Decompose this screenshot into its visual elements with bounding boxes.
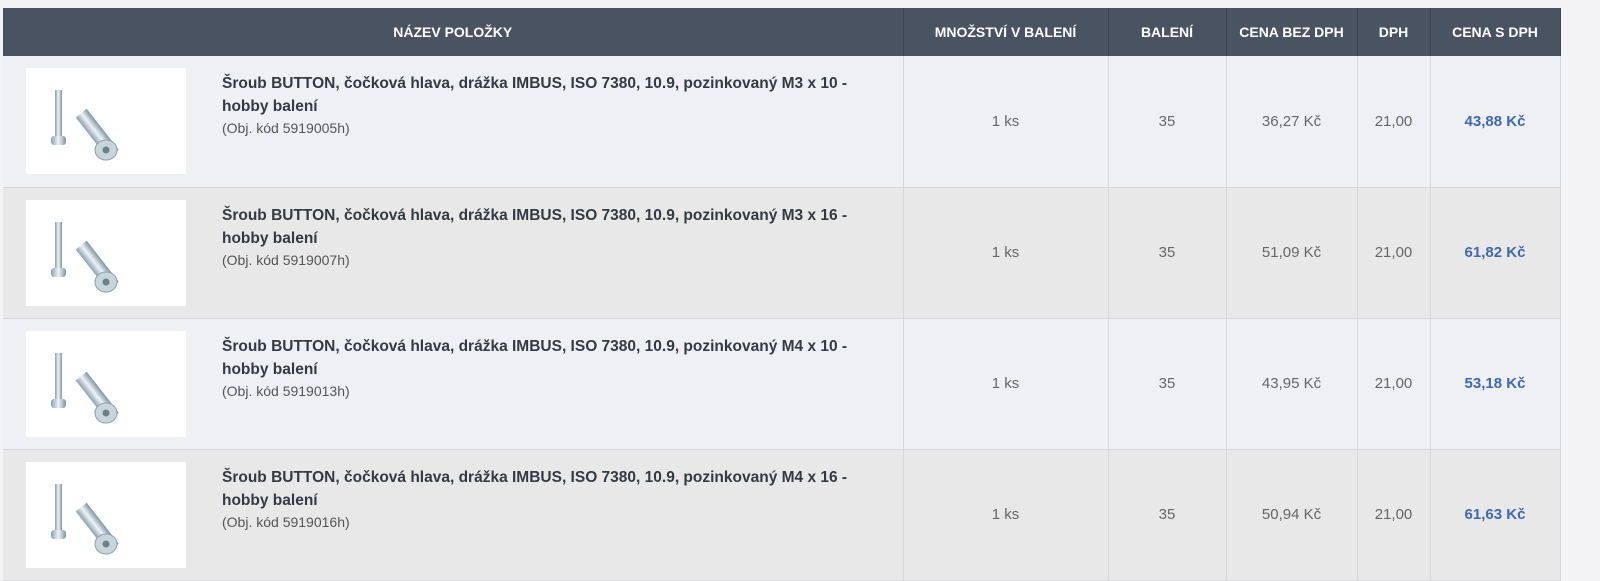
product-code: (Obj. kód 5919005h) [222,120,350,137]
table-header: NÁZEV POLOŽKY MNOŽSTVÍ V BALENÍ BALENÍ C… [3,8,1561,56]
price-net-cell: 51,09 Kč [1226,187,1358,319]
product-code: (Obj. kód 5919016h) [222,513,350,530]
product-name[interactable]: Šroub BUTTON, čočková hlava, drážka IMBU… [222,337,848,378]
qty-cell: 1 ks [903,56,1109,188]
price-net-cell: 43,95 Kč [1226,318,1358,450]
name-cell: Šroub BUTTON, čočková hlava, drážka IMBU… [3,187,904,319]
col-vat[interactable]: DPH [1357,8,1431,56]
screw-icon [51,221,119,292]
product-table: NÁZEV POLOŽKY MNOŽSTVÍ V BALENÍ BALENÍ C… [3,8,1561,581]
screw-icon [51,90,119,161]
qty-cell: 1 ks [903,449,1109,581]
vat-cell: 21,00 [1357,187,1431,319]
product-image[interactable] [26,461,186,568]
table-row: Šroub BUTTON, čočková hlava, drážka IMBU… [3,449,1561,581]
price-gross-cell: 61,63 Kč [1430,449,1561,581]
price-net-cell: 36,27 Kč [1226,56,1358,188]
vat-cell: 21,00 [1357,56,1431,188]
price-gross-cell: 53,18 Kč [1430,318,1561,450]
product-name[interactable]: Šroub BUTTON, čočková hlava, drážka IMBU… [222,75,848,116]
product-code: (Obj. kód 5919007h) [222,251,350,268]
table-row: Šroub BUTTON, čočková hlava, drážka IMBU… [3,318,1561,450]
product-name[interactable]: Šroub BUTTON, čočková hlava, drážka IMBU… [222,206,848,247]
qty-cell: 1 ks [903,187,1109,319]
price-net-cell: 50,94 Kč [1226,449,1358,581]
col-name[interactable]: NÁZEV POLOŽKY [3,8,904,56]
product-image[interactable] [26,199,186,306]
price-gross-cell: 61,82 Kč [1430,187,1561,319]
table-row: Šroub BUTTON, čočková hlava, drážka IMBU… [3,56,1561,188]
pack-cell: 35 [1108,187,1227,319]
price-gross-cell: 43,88 Kč [1430,56,1561,188]
pack-cell: 35 [1108,318,1227,450]
screw-icon [51,483,119,554]
col-qty[interactable]: MNOŽSTVÍ V BALENÍ [903,8,1109,56]
vat-cell: 21,00 [1357,318,1431,450]
qty-cell: 1 ks [903,318,1109,450]
screw-icon [51,352,119,423]
name-cell: Šroub BUTTON, čočková hlava, drážka IMBU… [3,56,904,188]
pack-cell: 35 [1108,449,1227,581]
product-image[interactable] [26,68,186,175]
product-image[interactable] [26,330,186,437]
product-code: (Obj. kód 5919013h) [222,382,350,399]
vat-cell: 21,00 [1357,449,1431,581]
name-cell: Šroub BUTTON, čočková hlava, drážka IMBU… [3,318,904,450]
name-cell: Šroub BUTTON, čočková hlava, drážka IMBU… [3,449,904,581]
col-pack[interactable]: BALENÍ [1108,8,1227,56]
product-name[interactable]: Šroub BUTTON, čočková hlava, drážka IMBU… [222,468,848,509]
col-price-gross[interactable]: CENA S DPH [1430,8,1561,56]
pack-cell: 35 [1108,56,1227,188]
table-row: Šroub BUTTON, čočková hlava, drážka IMBU… [3,187,1561,319]
col-price-net[interactable]: CENA BEZ DPH [1226,8,1358,56]
